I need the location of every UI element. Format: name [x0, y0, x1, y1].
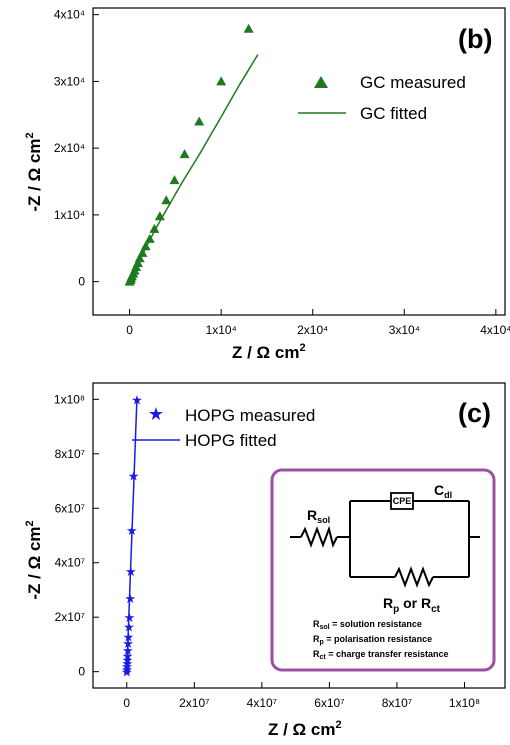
panel-b-point-10 [140, 241, 151, 251]
panel-b-y-tick-label-3: 3x10⁴ [54, 74, 85, 88]
panel-b-y-tick-label-4: 4x10⁴ [54, 8, 85, 22]
panel-b-x-tick-label-1: 1x10⁴ [206, 323, 237, 337]
definition-rct: Rct = charge transfer resistance [313, 649, 449, 661]
def-rct-text: = charge transfer resistance [326, 649, 449, 659]
legend-hopg-fitted-label: HOPG fitted [185, 431, 277, 450]
panel-b-point-9 [137, 247, 148, 257]
panel-c-x-tick-label-5: 1x10⁸ [449, 696, 480, 710]
panel-b-ticks: 0 1x10⁴ 2x10⁴ 3x10⁴ 4x10⁴ 0 1x10⁴ 2x10⁴ 3x10⁴ 4x1… [54, 8, 510, 337]
panel-b-x-unit-sup: 2 [299, 342, 305, 354]
rct-label-sub: ct [431, 604, 441, 615]
panel-c-y-tick-label-0: 0 [78, 665, 85, 679]
rsol-label-main: R [307, 507, 317, 523]
panel-b-y-tick-label-2: 2x10⁴ [54, 141, 85, 155]
circuit-wires [290, 500, 480, 578]
panel-b-x-tick-label-0: 0 [126, 323, 133, 337]
panel-c-legend: ★ HOPG measured HOPG fitted [132, 404, 315, 450]
panel-b-point-17 [194, 116, 205, 126]
cpe-label: CPE [393, 496, 412, 506]
panel-b-point-12 [149, 223, 160, 233]
def-rct-sub: ct [320, 654, 327, 661]
cdl-label-sub: dl [444, 490, 452, 500]
panel-c-y-tick-label-5: 1x10⁸ [54, 392, 85, 406]
def-rp-text: = polarisation resistance [324, 634, 432, 644]
legend-gc-fitted-label: GC fitted [360, 104, 427, 123]
panel-b-fitted-line [128, 54, 259, 282]
panel-b-x-tick-label-3: 3x10⁴ [389, 323, 420, 337]
panel-b-point-14 [161, 195, 172, 205]
inset-frame [270, 468, 496, 672]
def-rct-symbol: R [313, 649, 320, 659]
panel-c-y-tick-label-1: 2x10⁷ [55, 610, 85, 624]
panel-b-point-8 [134, 253, 145, 263]
panel-c-x-tick-label-3: 6x10⁷ [314, 696, 344, 710]
panel-b-x-tick-label-4: 4x10⁴ [480, 323, 510, 337]
panel-b-legend: GC measured GC fitted [298, 73, 466, 123]
def-rsol-sub: sol [320, 624, 330, 631]
panel-b-y-axis-label: -Z / Ω cm2 [24, 132, 44, 211]
definition-rp: Rp = polarisation resistance [313, 634, 432, 646]
def-rsol-symbol: R [313, 619, 320, 629]
panel-c-point-0: ★ [121, 665, 133, 680]
panel-b-point-18 [216, 76, 227, 86]
cpe-element [390, 492, 414, 510]
panel-b-x-tick-label-2: 2x10⁴ [297, 323, 328, 337]
panel-c-y-unit-sup: 2 [24, 520, 36, 526]
rp-or-text: or R [399, 595, 431, 611]
def-rp-symbol: R [313, 634, 320, 644]
legend-gc-measured-label: GC measured [360, 73, 466, 92]
panel-b-plot-frame [92, 7, 506, 316]
panel-c-fitted-line [126, 399, 138, 672]
panel-b-y-unit-sup: 2 [24, 132, 36, 138]
panel-c-x-unit-sup: 2 [335, 719, 341, 731]
panel-c-x-axis-label: Z / Ω cm2 [268, 719, 342, 739]
rp-label-main: R [383, 595, 393, 611]
rsol-label: Rsol [307, 507, 330, 525]
panel-c-label: (c) [458, 398, 491, 428]
panel-c-y-tick-label-3: 6x10⁷ [55, 501, 85, 515]
equivalent-circuit-inset: CPE Rsol Cdl Rp or Rct Rsol = solution r… [270, 468, 496, 672]
panel-b-point-15 [169, 175, 180, 185]
rsol-label-sub: sol [317, 515, 330, 525]
rp-rct-label: Rp or Rct [383, 595, 441, 615]
panel-c-y-axis-label: -Z / Ω cm2 [24, 520, 44, 599]
panel-c-y-tick-label-4: 8x10⁷ [55, 447, 85, 461]
panel-c-y-tick-label-2: 4x10⁷ [55, 556, 85, 570]
panel-b-x-axis-label: Z / Ω cm2 [232, 342, 306, 362]
panel-b-point-11 [144, 233, 155, 243]
panel-c-ticks: 0 2x10⁷ 4x10⁷ 6x10⁷ 8x10⁷ 1x10⁸ 0 2x10⁷ 4x10⁷ 6x1… [54, 392, 480, 710]
cdl-label: Cdl [434, 482, 452, 500]
panel-c-x-tick-label-0: 0 [123, 696, 130, 710]
panel-b-point-16 [179, 149, 190, 159]
legend-hopg-measured-marker: ★ [148, 404, 164, 424]
def-rsol-text: = solution resistance [330, 619, 422, 629]
def-rp-sub: p [320, 639, 324, 646]
panel-c-plot-frame [92, 382, 506, 689]
definition-rsol: Rsol = solution resistance [313, 619, 422, 631]
legend-gc-measured-marker [314, 76, 328, 88]
rp-label-sub: p [393, 604, 399, 615]
panel-c-marks: ★★★★★★★★★★★★★★★★ [121, 392, 143, 679]
panel-c-chart: 0 2x10⁷ 4x10⁷ 6x10⁷ 8x10⁷ 1x10⁸ 0 2x10⁷ 4x10⁷ 6x1… [24, 382, 506, 739]
panel-b-marks [124, 23, 259, 286]
cdl-label-main: C [434, 482, 444, 498]
legend-hopg-measured-label: HOPG measured [185, 406, 315, 425]
panel-b-chart: 0 1x10⁴ 2x10⁴ 3x10⁴ 4x10⁴ 0 1x10⁴ 2x10⁴ 3x10⁴ 4x1… [24, 7, 510, 362]
panel-b-point-19 [243, 23, 254, 33]
panel-b-label: (b) [458, 24, 492, 54]
panel-b-y-tick-label-0: 0 [78, 275, 85, 289]
rsol-resistor [300, 525, 338, 548]
panel-c-x-tick-label-2: 4x10⁷ [247, 696, 277, 710]
panel-c-x-tick-label-4: 8x10⁷ [382, 696, 412, 710]
rp-resistor [394, 566, 434, 588]
panel-c-x-tick-label-1: 2x10⁷ [179, 696, 209, 710]
panel-b-y-tick-label-1: 1x10⁴ [54, 208, 85, 222]
